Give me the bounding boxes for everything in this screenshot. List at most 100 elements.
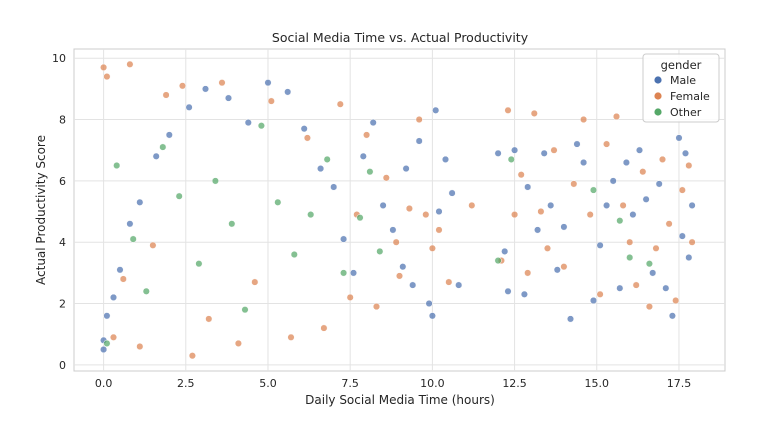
data-point-female — [382, 174, 390, 182]
data-point-female — [517, 171, 525, 179]
data-point-male — [668, 312, 676, 320]
x-tick-label: 15.0 — [585, 377, 610, 390]
data-points — [100, 60, 696, 360]
data-point-other — [340, 269, 348, 277]
data-point-male — [264, 79, 272, 87]
data-point-male — [675, 134, 683, 142]
data-point-female — [603, 140, 611, 148]
data-point-male — [553, 266, 561, 274]
x-tick-label: 5.0 — [259, 377, 277, 390]
data-point-male — [379, 201, 387, 209]
data-point-female — [363, 131, 371, 139]
data-point-male — [534, 226, 542, 234]
data-point-other — [507, 155, 515, 163]
data-point-other — [356, 214, 364, 222]
data-point-other — [159, 143, 167, 151]
x-tick-label: 7.5 — [341, 377, 359, 390]
data-point-female — [422, 211, 430, 219]
data-point-male — [685, 253, 693, 262]
data-point-female — [109, 333, 118, 341]
data-point-male — [681, 149, 690, 157]
data-point-female — [619, 201, 627, 209]
data-point-male — [494, 149, 502, 157]
data-point-male — [201, 85, 210, 93]
data-point-female — [665, 220, 673, 228]
chart-title: Social Media Time vs. Actual Productivit… — [272, 30, 529, 45]
data-point-other — [257, 122, 265, 130]
data-point-male — [389, 226, 397, 234]
data-point-male — [432, 106, 440, 114]
data-point-female — [524, 269, 532, 277]
data-point-male — [635, 146, 644, 154]
legend: gender Male Female Other — [642, 53, 720, 123]
data-point-male — [520, 290, 528, 298]
data-point-other — [129, 235, 137, 243]
data-point-male — [415, 137, 423, 145]
data-point-male — [655, 180, 663, 188]
data-point-other — [589, 186, 598, 194]
tick-labels: 0.0 2.5 5.0 7.5 10.0 12.5 15.0 17.5 0 2 4 6 8 10 — [52, 52, 691, 390]
data-point-female — [560, 263, 568, 271]
data-point-male — [369, 119, 377, 127]
data-point-other — [274, 198, 282, 206]
data-point-female — [218, 79, 226, 87]
data-point-female — [612, 112, 621, 121]
data-point-male — [678, 232, 686, 240]
data-point-female — [543, 244, 552, 252]
data-point-male — [317, 165, 325, 173]
legend-title: gender — [661, 58, 702, 72]
data-point-male — [284, 88, 292, 96]
data-point-male — [435, 207, 443, 216]
legend-marker-female — [654, 92, 662, 100]
data-point-female — [530, 109, 538, 117]
data-point-female — [445, 278, 453, 286]
data-point-female — [652, 244, 660, 252]
data-point-male — [402, 165, 410, 173]
data-point-male — [100, 345, 108, 354]
data-point-other — [175, 192, 183, 200]
data-point-male — [501, 247, 509, 255]
data-point-female — [178, 82, 187, 90]
data-point-male — [504, 287, 512, 295]
data-point-male — [349, 269, 358, 277]
y-tick-label: 0 — [59, 359, 66, 372]
data-point-male — [399, 263, 407, 271]
data-point-male — [224, 94, 233, 102]
data-point-male — [629, 211, 637, 219]
y-tick-label: 4 — [59, 236, 66, 249]
data-point-female — [149, 241, 157, 249]
data-point-female — [678, 186, 686, 194]
data-point-female — [537, 207, 545, 216]
data-point-male — [441, 155, 450, 163]
data-point-male — [300, 125, 308, 133]
data-point-male — [603, 201, 611, 209]
data-point-male — [409, 281, 417, 289]
data-point-female — [188, 352, 196, 360]
legend-label-female: Female — [670, 90, 710, 103]
data-point-female — [570, 180, 578, 188]
data-point-female — [320, 324, 328, 332]
data-point-male — [185, 103, 193, 111]
data-point-female — [287, 333, 295, 341]
data-point-female — [672, 296, 680, 305]
data-point-female — [126, 60, 134, 68]
data-point-other — [113, 161, 121, 170]
data-point-male — [688, 201, 696, 209]
data-point-female — [428, 244, 436, 252]
data-point-female — [251, 278, 259, 286]
data-point-male — [425, 299, 433, 308]
data-point-other — [211, 177, 219, 185]
x-axis-label: Daily Social Media Time (hours) — [305, 393, 495, 407]
data-point-female — [596, 290, 604, 298]
data-point-male — [103, 312, 111, 320]
data-point-other — [228, 220, 236, 228]
data-point-other — [626, 253, 634, 262]
data-point-male — [642, 195, 650, 203]
data-point-female — [688, 238, 696, 246]
data-point-female — [162, 91, 170, 99]
data-point-female — [205, 315, 213, 323]
data-point-female — [658, 155, 667, 163]
data-point-male — [596, 241, 604, 249]
data-point-female — [336, 100, 344, 108]
